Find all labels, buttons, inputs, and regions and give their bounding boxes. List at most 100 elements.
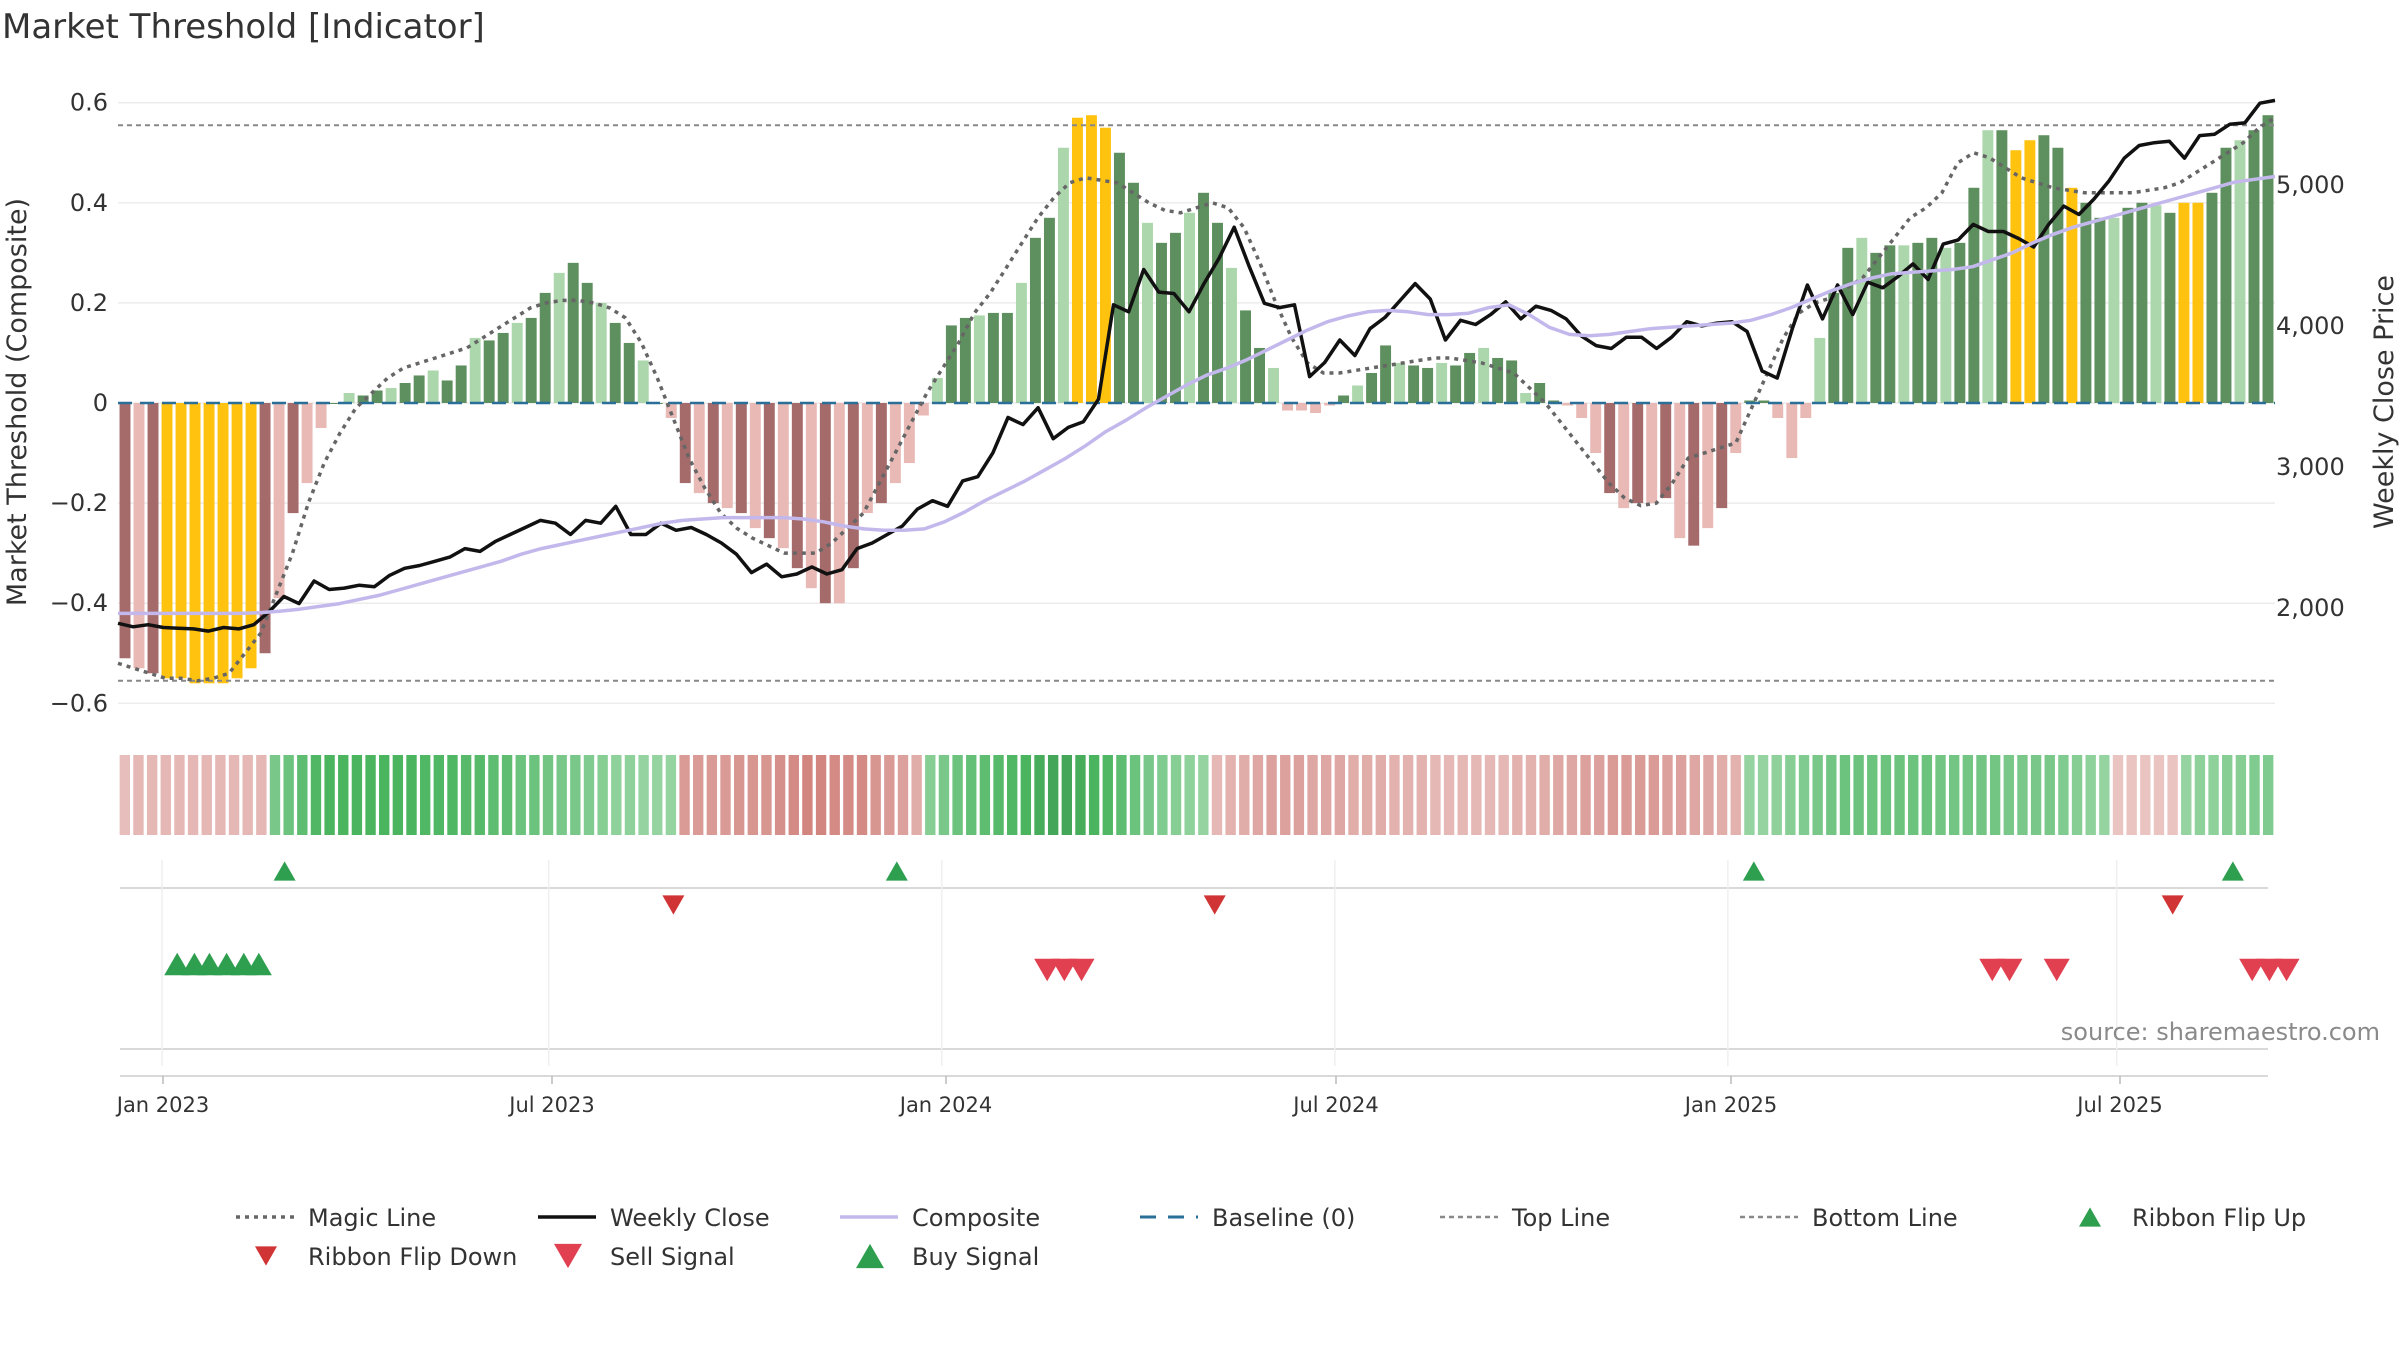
legend-label: Buy Signal [912,1243,1039,1271]
x-axis-ticks: Jan 2023 Jul 2023 Jan 2024 Jul 2024 Jan 2025… [115,1076,2163,1117]
ribbon-cell [1512,755,1523,835]
composite-bar [539,292,551,403]
magic-line [117,116,2276,683]
ribbon-flip-up-marker [885,861,908,881]
composite-bar [1800,403,1812,419]
y-tick-label: −0.2 [50,489,108,517]
ribbon-cell [611,755,622,835]
ribbon-cell [1116,755,1127,835]
composite-bar [385,387,397,403]
ribbon-cell [652,755,663,835]
composite-bar [637,360,649,403]
composite-bar [147,403,159,674]
ribbon-cell [146,755,158,835]
ribbon-cell [1143,755,1154,835]
composite-bar [329,403,341,404]
ribbon-cell [1594,755,1605,835]
composite-bar [133,403,145,669]
composite-bar [1982,130,1994,404]
ribbon-cell [256,755,267,835]
ribbon-cell [1648,755,1660,835]
ribbon-cell [1061,755,1072,835]
composite-bar [1380,345,1392,403]
buy-signal-marker [164,952,191,976]
composite-bar [1534,382,1546,403]
ribbon-cell [1566,755,1578,835]
ribbon-cell [174,755,185,835]
composite-bar [483,340,495,403]
ribbon-cell [310,755,322,835]
ribbon-cell [1757,755,1769,835]
composite-bar [497,332,509,403]
ribbon-cell [1484,755,1496,835]
composite-bar [2164,212,2176,403]
composite-bar [581,282,593,403]
composite-bar [1870,252,1882,403]
composite-bar [1268,367,1279,403]
ribbon-cell [556,755,567,835]
composite-bar [2080,202,2092,403]
ribbon-cell [1293,755,1305,835]
sell-signal-marker [2043,958,2070,982]
composite-bar [301,403,313,484]
composite-bar [343,392,355,403]
composite-bar [2038,135,2050,404]
ribbon-cell [1798,755,1810,835]
composite-bar [1240,310,1251,403]
composite-bar [553,272,565,403]
y-tick-label: −0.6 [50,689,108,717]
composite-bar [1043,217,1055,403]
ribbon-flip-down-marker [2161,895,2184,915]
composite-bar [2150,205,2162,403]
ribbon-cell [747,755,759,835]
ribbon-cell [1088,755,1100,835]
source-note: source: sharemaestro.com [2061,1018,2380,1046]
composite-bar [1758,400,1770,403]
y2-tick-label: 3,000 [2276,453,2345,481]
legend-item: Top Line [1440,1204,1610,1232]
legend-item: Baseline (0) [1140,1204,1355,1232]
composite-bar [1464,352,1476,403]
ribbon-cell [1908,755,1919,835]
chart-title: Market Threshold [Indicator] [2,7,485,47]
ribbon-cell [406,755,417,835]
composite-bar [1660,403,1672,499]
ribbon-cell [2194,755,2206,835]
composite-bar [763,403,775,539]
ribbon-cell [1184,755,1195,835]
composite-bar [1744,400,1756,403]
ribbon-cell [501,755,513,835]
ribbon-cell [1703,755,1714,835]
x-tick-label: Jul 2024 [1291,1093,1378,1117]
legend-swatch [255,1246,277,1266]
ribbon-cell [884,755,895,835]
ribbon-cell [1921,755,1933,835]
composite-bar [1156,242,1167,403]
composite-bar [441,380,453,403]
buy-signal-marker [196,952,223,976]
ribbon-cell [1634,755,1646,835]
y-tick-label: −0.4 [50,589,108,617]
x-tick-label: Jul 2023 [507,1093,594,1117]
composite-bar [973,315,985,403]
legend-item: Ribbon Flip Up [2079,1204,2306,1232]
composite-bar [1310,403,1322,414]
composite-bar [1968,187,1980,403]
ribbon-cell [1402,755,1414,835]
ribbon-cell [993,755,1004,835]
ribbon-cell [419,755,431,835]
composite-bar [1828,292,1840,403]
composite-bars [119,115,2274,684]
ribbon-cell [856,755,868,835]
ribbon-cell [1730,755,1741,835]
composite-bar [2234,140,2246,404]
x-tick-label: Jan 2023 [115,1093,210,1117]
ribbon-cell [1102,755,1113,835]
ribbon-cell [2126,755,2137,835]
ribbon-cell [1047,755,1059,835]
ribbon-cell [1430,755,1441,835]
ribbon-cell [1553,755,1564,835]
legend-item: Buy Signal [856,1243,1039,1271]
composite-bar [987,312,999,403]
composite-bar [819,403,831,604]
